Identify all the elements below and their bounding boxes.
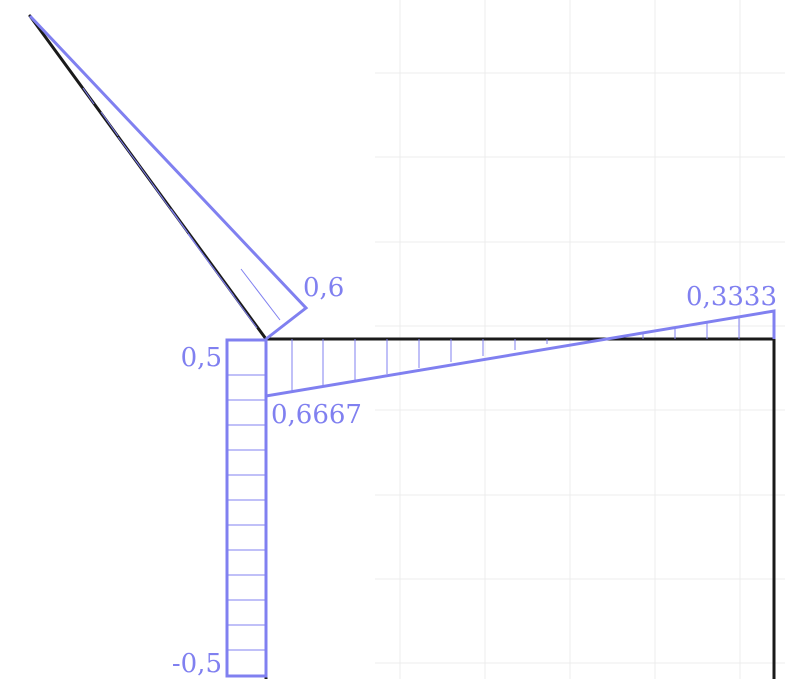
frame-structure	[28, 14, 776, 679]
brace-diagram	[28, 14, 309, 341]
beam-diagram	[264, 309, 776, 398]
brace-diagram-outline	[28, 14, 309, 341]
label-column-bottom: -0,5	[172, 649, 222, 679]
column-diagram-outline	[225, 338, 268, 678]
value-labels: 0,6 0,3333 0,6667 0,5 -0,5	[172, 273, 777, 679]
label-beam-right: 0,3333	[686, 282, 777, 312]
label-column-top: 0,5	[181, 343, 222, 373]
label-brace-tip: 0,6	[303, 273, 344, 303]
column-diagram	[225, 338, 268, 678]
beam-diagram-outline	[264, 309, 776, 398]
label-beam-left: 0,6667	[271, 400, 362, 430]
